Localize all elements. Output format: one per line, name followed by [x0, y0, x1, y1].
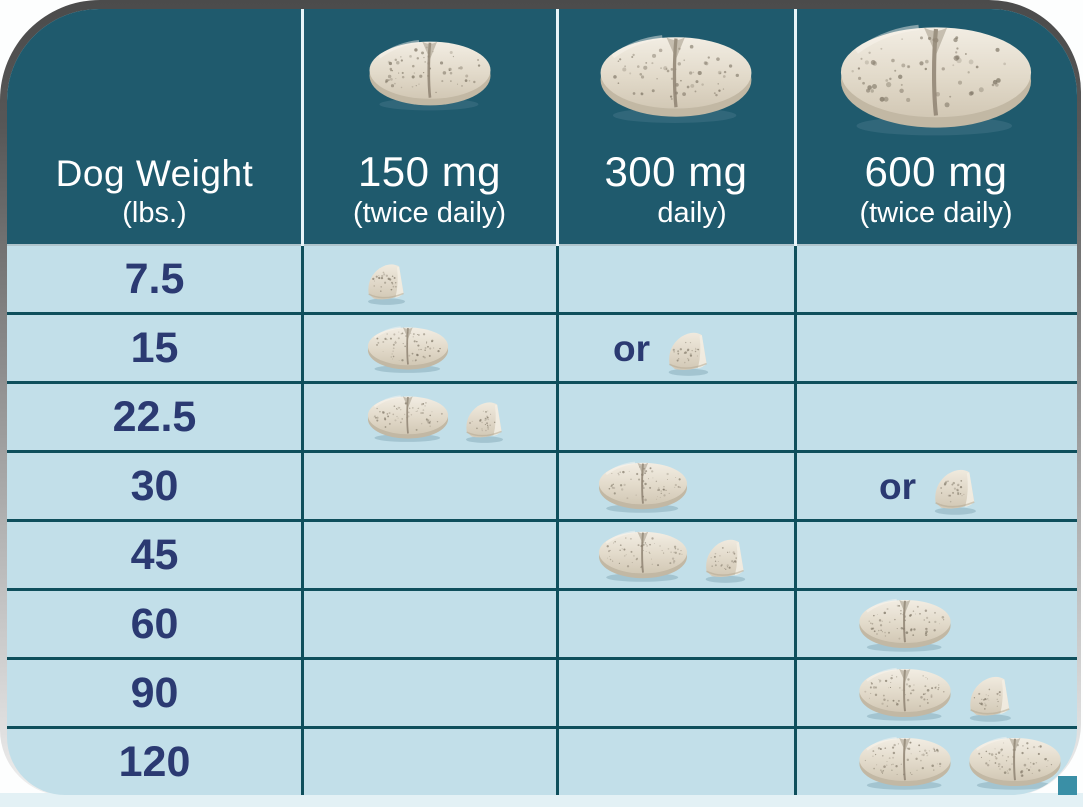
table-header: Dog Weight (lbs.) 150 mg (twice daily) 3…	[7, 9, 1077, 246]
dose-cell-300mg	[557, 522, 795, 588]
table-row: 30 or	[7, 453, 1077, 522]
column-divider	[301, 9, 304, 246]
table-row: 120	[7, 729, 1077, 795]
dog-weight-value: 22.5	[112, 392, 197, 441]
table-row: 60	[7, 591, 1077, 660]
dose-cell-150mg	[302, 384, 557, 450]
dose-cell-150mg	[302, 729, 557, 795]
dog-weight-value: 90	[130, 668, 179, 717]
pill-300-icon	[593, 29, 759, 130]
header-cell-dog-weight: Dog Weight (lbs.)	[7, 9, 302, 244]
dose-cell-150mg	[302, 522, 557, 588]
tablet-half-icon	[664, 328, 716, 377]
header-cell-150mg: 150 mg (twice daily)	[302, 9, 557, 244]
dose-600-title: 600 mg	[864, 147, 1008, 195]
dose-cell-600mg	[795, 660, 1077, 726]
tablet-half-icon	[701, 535, 753, 584]
tablet-full-icon	[855, 664, 955, 722]
dose-cell-300mg: or	[557, 315, 795, 381]
header-cell-300mg: 300 mg daily)	[557, 9, 795, 244]
or-label: or	[613, 327, 650, 369]
dog-weight-value: 7.5	[124, 254, 185, 303]
dose-cell-300mg	[557, 660, 795, 726]
dose-300-title: 300 mg	[604, 147, 748, 195]
dose-cell-600mg	[795, 729, 1077, 795]
dose-cell-300mg	[557, 453, 795, 519]
dog-weight-value: 120	[118, 737, 191, 786]
tablet-half-icon	[930, 465, 984, 516]
or-label: or	[879, 465, 916, 507]
dose-cell-150mg	[302, 453, 557, 519]
tablet-full-icon	[855, 595, 955, 653]
dose-cell-600mg: or	[795, 453, 1077, 519]
dog-weight-title: Dog Weight	[55, 152, 254, 194]
table-row: 45	[7, 522, 1077, 591]
dose-cell-600mg	[795, 384, 1077, 450]
table-row: 22.5	[7, 384, 1077, 453]
tablet-half-icon	[364, 260, 412, 306]
dose-150-title: 150 mg	[357, 147, 502, 195]
dose-cell-600mg	[795, 315, 1077, 381]
tablet-full-icon	[855, 733, 955, 791]
table-row: 7.5	[7, 246, 1077, 315]
dosing-table: Dog Weight (lbs.) 150 mg (twice daily) 3…	[7, 9, 1077, 795]
pill-150-icon	[364, 35, 496, 117]
dose-cell-300mg	[557, 246, 795, 312]
dose-cell-150mg	[302, 315, 557, 381]
table-body: 7.5 15 or 22.5 30 or 45 60 90 120	[7, 246, 1077, 795]
dog-weight-value: 15	[130, 323, 179, 372]
dose-cell-600mg	[795, 246, 1077, 312]
dose-cell-600mg	[795, 522, 1077, 588]
pill-600-icon	[832, 17, 1040, 143]
dose-cell-300mg	[557, 384, 795, 450]
dose-300-subtitle: daily)	[657, 196, 727, 229]
tablet-half-icon	[965, 672, 1019, 723]
dose-cell-600mg	[795, 591, 1077, 657]
dose-cell-150mg	[302, 591, 557, 657]
tablet-full-icon	[364, 323, 452, 374]
dog-weight-value: 60	[130, 599, 179, 648]
bottom-strip	[0, 793, 1083, 807]
tablet-full-icon	[595, 458, 691, 514]
column-divider	[556, 9, 559, 246]
column-divider	[556, 246, 559, 795]
tablet-full-icon	[364, 392, 452, 443]
dose-150-subtitle: (twice daily)	[352, 196, 507, 229]
dog-weight-value: 30	[130, 461, 179, 510]
table-row: 15 or	[7, 315, 1077, 384]
dog-weight-subtitle: (lbs.)	[122, 196, 187, 229]
dog-weight-value: 45	[130, 530, 179, 579]
tablet-full-icon	[965, 733, 1065, 791]
header-cell-600mg: 600 mg (twice daily)	[795, 9, 1077, 244]
tablet-half-icon	[462, 398, 510, 444]
dose-cell-150mg	[302, 246, 557, 312]
dose-cell-150mg	[302, 660, 557, 726]
corner-artifact	[1058, 776, 1077, 795]
dose-cell-300mg	[557, 591, 795, 657]
dose-cell-300mg	[557, 729, 795, 795]
table-row: 90	[7, 660, 1077, 729]
column-divider	[301, 246, 304, 795]
column-divider	[794, 9, 797, 246]
dose-600-subtitle: (twice daily)	[859, 196, 1013, 229]
tablet-full-icon	[595, 527, 691, 583]
column-divider	[794, 246, 797, 795]
